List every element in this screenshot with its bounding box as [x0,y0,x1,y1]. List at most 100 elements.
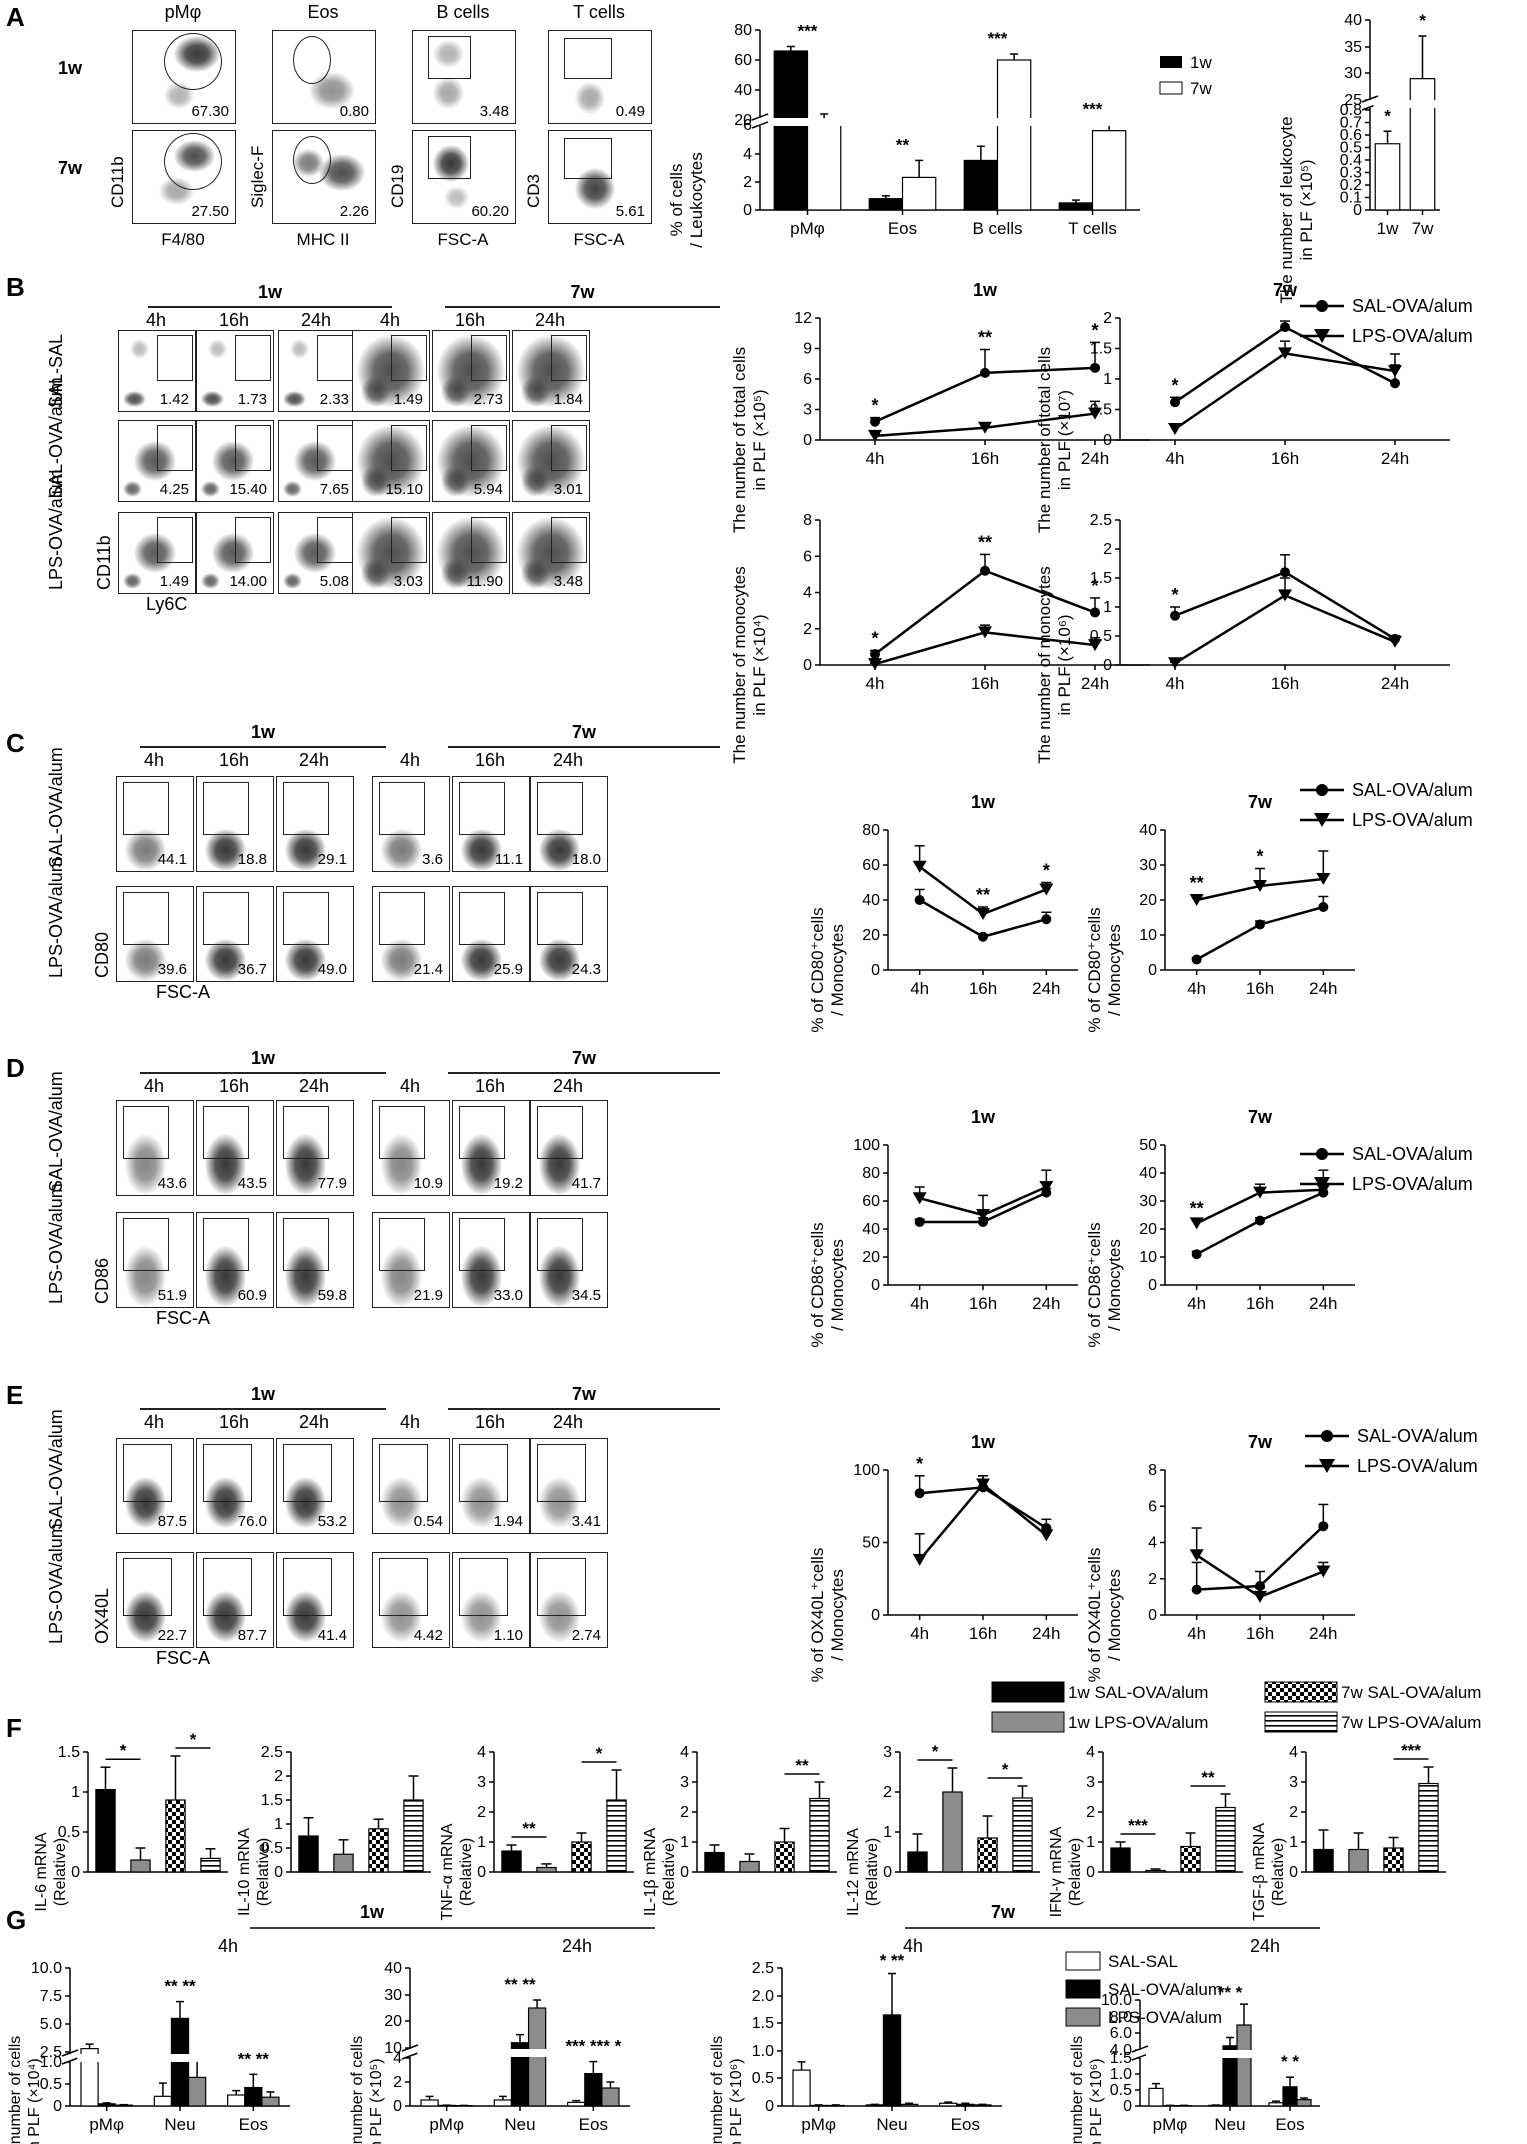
F-TNF-significance: ** [522,1819,536,1838]
flow-plot-a: 67.30 [132,30,236,124]
flow-density-cloud [200,391,224,407]
F-IFNg-y-tick-label: 0 [1086,1864,1095,1881]
legend-swatch [1159,81,1183,95]
D-1w-x-tick-label: 16h [969,1294,997,1313]
flow-gate [293,35,332,84]
A-bar-x-tick-label: pMφ [790,219,825,238]
G-1w-24h-bar [493,2099,513,2107]
F-IL12-bar [907,1851,928,1873]
legend-label: 7w [1190,79,1212,98]
flow-gate [203,891,250,946]
A-bar-axis-break-mark [751,113,769,129]
A-leuk-y-tick-label: 35 [1344,39,1362,56]
G-1w-24h-y-tick-label: 2 [393,2074,402,2091]
D-7w-significance: ** [1190,1199,1204,1219]
B-mono-1w-point-circle [870,649,880,660]
flow-gate [564,38,613,79]
flow-density-cloud [538,1476,581,1529]
G-7w-4h-significance: * ** [880,1951,905,1970]
flow-gate-percentage: 41.7 [571,1175,601,1192]
group-divider-line [448,1408,720,1410]
F-IFNg-y-tick-label: 3 [1086,1774,1095,1791]
G-7w-4h-y-label: in PLF (×10⁶) [728,2058,745,2144]
flow-plot: 21.9 [372,1212,450,1308]
flow-gate [428,35,472,79]
B-total-7w-series-line [1174,352,1396,431]
flow-gate [459,1443,509,1503]
A-bar-axis-break-gap [752,118,1142,126]
F-IL1b-y-tick-label: 0 [680,1864,689,1881]
F-IL1b-y-tick-label: 2 [680,1804,689,1821]
F-TGFb-bar [1383,1847,1404,1873]
C-1w-point-circle [1041,914,1052,925]
F-IL1b-y-tick-label: 4 [680,1744,689,1761]
G-7w-24h-y-label: The number of cells [1069,2036,1086,2144]
flow-density-cloud [440,375,471,407]
flow-gate [379,1443,429,1503]
flow-gate-percentage: 5.08 [319,573,349,590]
flow-plot: 34.5 [530,1212,608,1308]
flow-gate [459,1217,506,1272]
B-mono-1w-y-tick-label: 2 [803,621,812,638]
flow-plot: 41.7 [530,1100,608,1196]
G-1w-4h-significance: ** ** [164,1977,196,1996]
legend-d-label: SAL-OVA/alum [1352,1144,1473,1164]
legend-f-swatch [991,1711,1065,1733]
A-bar-y-tick-label: 6 [743,117,752,134]
flow-density-cloud [433,40,464,68]
G-7w-4h-y-tick-label: 1.5 [752,2015,774,2032]
D-7w-title: 7w [1248,1107,1273,1127]
flow-gate [157,425,194,471]
B-total-1w-x-tick-label: 16h [971,449,999,468]
F-IL1b-bar [739,1860,760,1873]
A-bar-significance: *** [798,22,818,41]
B-total-1w-y-tick-label: 0 [803,432,812,449]
flow-gate-percentage: 25.9 [493,961,523,978]
flow-density-cloud [204,938,247,981]
group-title: 7w [571,722,596,742]
flow-gate [471,517,508,563]
B-mono-7w-x-tick-label: 24h [1381,674,1409,693]
G-1w-24h-x-tick-label: Eos [579,2115,608,2134]
F-IL1b-bar [809,1797,830,1873]
flow-gate [203,1105,250,1160]
flow-gate [379,891,426,946]
legend-f-label: 7w SAL-OVA/alum [1341,1683,1481,1702]
flow-gate-percentage: 24.3 [571,961,601,978]
legend-c-label: LPS-OVA/alum [1352,810,1473,830]
time-label: 4h [379,310,401,330]
A-bar-y-tick-label: 60 [734,52,752,69]
flow-gate-percentage: 21.4 [413,961,443,978]
flow-gate-percentage: 77.9 [317,1175,347,1192]
C-7w-point-triangle [1189,894,1204,906]
G-1w-4h-bar [170,2017,190,2107]
C-7w-y-tick-label: 40 [1139,822,1157,839]
F-IL12-significance: * [932,1742,939,1761]
legend-e-marker [1321,1430,1333,1442]
D-1w-y-tick-label: 20 [862,1249,880,1266]
flow-plot: 0.54 [372,1438,450,1534]
flow-plot-a: 27.50 [132,130,236,224]
flow-density-cloud [284,1133,327,1195]
F-IL6-bar [130,1859,151,1873]
time-label: 24h [298,1412,330,1432]
flow-density-cloud [538,1245,581,1307]
F-IL12-bar [977,1837,998,1873]
D-7w-point-circle [1255,1215,1265,1226]
B-mono-1w-significance: ** [978,532,992,552]
flow-density-cloud [134,441,176,481]
B-total-7w-x-tick-label: 24h [1381,449,1409,468]
G-1w-4h-y-tick-label: 7.5 [40,1988,62,2005]
B-total-1w-point-triangle [978,421,992,434]
E-7w-y-tick-label: 4 [1148,1535,1157,1552]
flow-density-cloud [212,533,254,573]
flow-gate-percentage: 60.20 [471,203,509,220]
G-1w-24h-y-label: The number of cells [349,2036,366,2144]
B-total-7w-point-triangle [1388,365,1402,378]
A-leuk-y-tick-label: 25 [1344,92,1362,109]
A-bar-bar [806,119,842,211]
flow-gate [428,135,472,179]
A-bar-significance: *** [1083,99,1103,118]
flow-plot: 5.08 [278,512,356,594]
flow-plot: 36.7 [196,886,274,982]
